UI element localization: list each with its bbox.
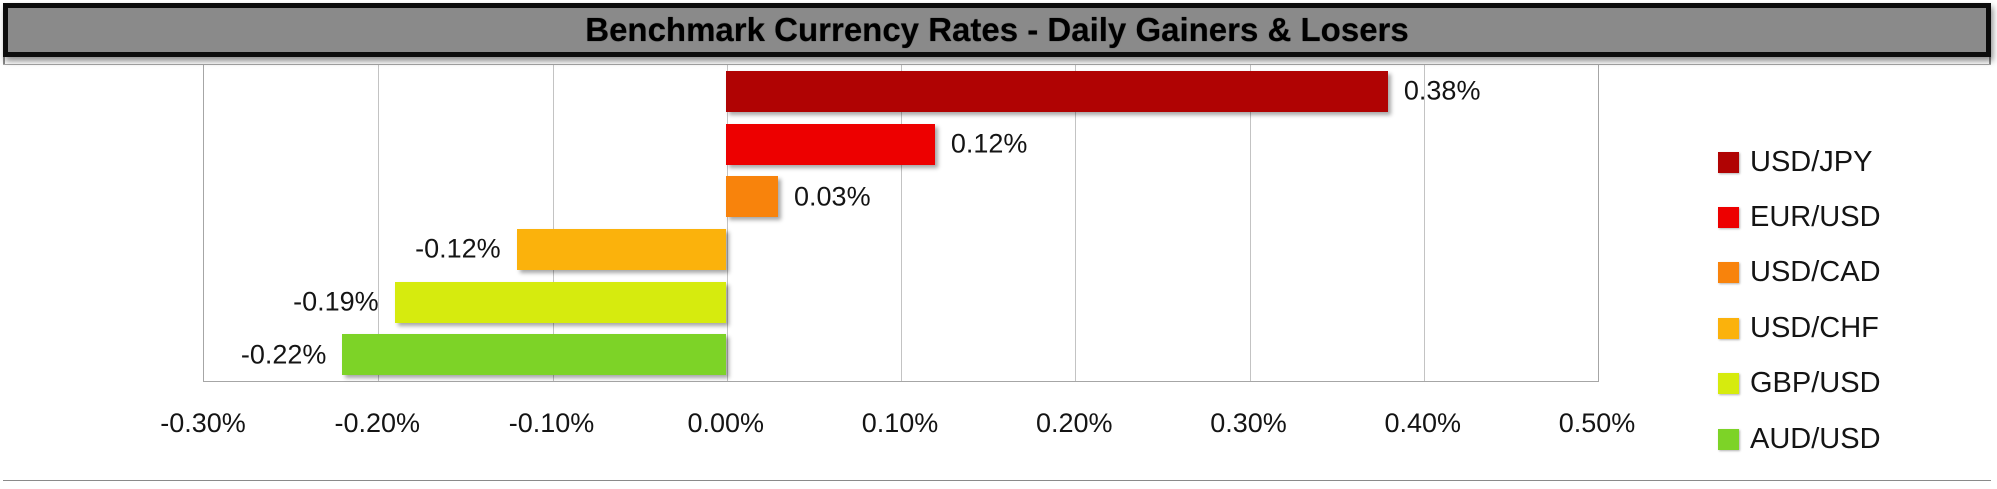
- legend-label-usd-jpy: USD/JPY: [1750, 145, 1873, 178]
- legend-label-gbp-usd: GBP/USD: [1750, 367, 1881, 400]
- legend-item-usd-jpy: USD/JPY: [1718, 145, 1872, 179]
- data-label-aud-usd: -0.22%: [240, 339, 327, 370]
- data-label-usd-cad: 0.03%: [794, 181, 871, 212]
- x-tick-label-0-50-: 0.50%: [1558, 408, 1636, 438]
- legend-color-swatch-eur-usd: [1718, 206, 1739, 228]
- legend-item-eur-usd: EUR/USD: [1718, 200, 1881, 234]
- legend-color-swatch-usd-cad: [1718, 262, 1739, 284]
- gridline-0-40-: [1423, 65, 1425, 381]
- gridline--0-20-: [378, 65, 380, 381]
- legend-item-usd-cad: USD/CAD: [1718, 256, 1881, 290]
- plot-area: [203, 65, 1599, 382]
- data-label-eur-usd: 0.12%: [950, 128, 1028, 159]
- gridline-0-00-: [726, 65, 728, 381]
- legend-color-swatch-aud-usd: [1718, 428, 1739, 450]
- chart-title-bar: Benchmark Currency Rates - Daily Gainers…: [3, 3, 1991, 57]
- legend-item-gbp-usd: GBP/USD: [1718, 367, 1881, 401]
- x-tick-label-0-10-: 0.10%: [861, 408, 939, 438]
- data-label-gbp-usd: -0.19%: [293, 286, 379, 317]
- legend-label-eur-usd: EUR/USD: [1750, 200, 1881, 233]
- bar-usd-chf: [516, 228, 726, 270]
- gridline-0-10-: [901, 65, 902, 381]
- chart-area: 0.38% 0.12% 0.03% -0.12% -0.19% -0.22% -0.30%…: [3, 64, 1991, 480]
- x-tick-label--0-20-: -0.20%: [334, 408, 421, 438]
- legend-color-swatch-usd-jpy: [1718, 151, 1739, 173]
- gridline-0-30-: [1249, 65, 1251, 381]
- legend-label-usd-cad: USD/CAD: [1750, 256, 1881, 289]
- legend-color-swatch-gbp-usd: [1718, 373, 1739, 395]
- bar-usd-jpy: [725, 70, 1388, 112]
- legend-label-usd-chf: USD/CHF: [1750, 311, 1879, 344]
- x-tick-label-0-20-: 0.20%: [1035, 408, 1113, 438]
- x-tick-label-0-40-: 0.40%: [1384, 408, 1462, 438]
- bar-eur-usd: [725, 123, 935, 165]
- x-tick-label-0-00-: 0.00%: [687, 408, 765, 438]
- data-label-usd-chf: -0.12%: [415, 233, 501, 264]
- legend-item-usd-chf: USD/CHF: [1718, 311, 1879, 345]
- legend-label-aud-usd: AUD/USD: [1750, 422, 1881, 455]
- data-label-usd-jpy: 0.38%: [1403, 75, 1481, 106]
- legend-item-aud-usd: AUD/USD: [1718, 422, 1881, 456]
- x-tick-label--0-10-: -0.10%: [508, 408, 595, 438]
- bar-usd-cad: [725, 176, 779, 218]
- legend-color-swatch-usd-chf: [1718, 317, 1739, 339]
- gridline-0-20-: [1075, 65, 1077, 381]
- x-tick-label--0-30-: -0.30%: [160, 408, 246, 438]
- chart-title: Benchmark Currency Rates - Daily Gainers…: [585, 11, 1409, 48]
- gridline--0-10-: [552, 65, 554, 381]
- bar-aud-usd: [342, 334, 726, 376]
- bar-gbp-usd: [394, 281, 726, 323]
- x-tick-label-0-30-: 0.30%: [1210, 408, 1287, 438]
